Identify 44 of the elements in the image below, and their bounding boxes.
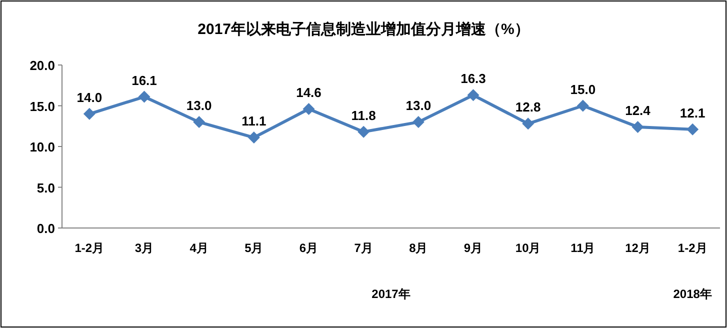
point [686, 123, 699, 136]
x-tick-label: 6月 [299, 241, 318, 255]
x-tick-label: 9月 [464, 241, 483, 255]
data-label: 12.1 [680, 105, 706, 120]
point [248, 132, 260, 144]
data-label: 11.1 [242, 114, 266, 129]
x-tick-label: 7月 [354, 241, 373, 255]
data-label: 12.8 [515, 100, 541, 115]
data-label: 13.0 [186, 98, 212, 114]
data-label: 16.3 [460, 71, 486, 86]
point [358, 126, 370, 138]
chart-title: 2017年以来电子信息制造业增加值分月增速（%） [198, 21, 530, 38]
data-label: 12.4 [625, 102, 652, 118]
x-tick-label: 12月 [625, 241, 650, 255]
point [138, 90, 150, 103]
point [193, 116, 206, 128]
x-tick-label: 1-2月 [74, 241, 104, 255]
point [522, 118, 534, 130]
y-tick-label: 15.0 [30, 98, 55, 114]
point [83, 108, 96, 120]
point [632, 120, 644, 133]
data-label: 16.1 [132, 72, 157, 88]
x-tick-label: 4月 [190, 241, 208, 255]
data-label: 13.0 [406, 98, 432, 114]
text: 2017年 [372, 287, 410, 301]
point [467, 89, 480, 102]
x-tick-label: 10月 [515, 241, 541, 255]
y-tick-label: 5.0 [36, 180, 55, 196]
point [412, 116, 424, 128]
x-tick-label: 11月 [570, 241, 596, 255]
data-label: 11.8 [351, 108, 376, 123]
x-tick-label: 5月 [244, 241, 264, 255]
y-tick-label: 0.0 [36, 221, 55, 236]
data-label: 15.0 [570, 82, 596, 97]
y-tick-label: 20.0 [30, 58, 55, 73]
text: 2018年 [673, 287, 712, 301]
x-tick-label: 8月 [409, 241, 428, 255]
point [576, 100, 589, 112]
data-label: 14.0 [76, 90, 102, 105]
x-tick-label: 1-2月 [678, 241, 708, 255]
y-tick-label: 10.0 [30, 140, 55, 154]
x-tick-label: 3月 [134, 241, 154, 255]
point [302, 103, 315, 116]
data-label: 14.6 [296, 85, 322, 100]
